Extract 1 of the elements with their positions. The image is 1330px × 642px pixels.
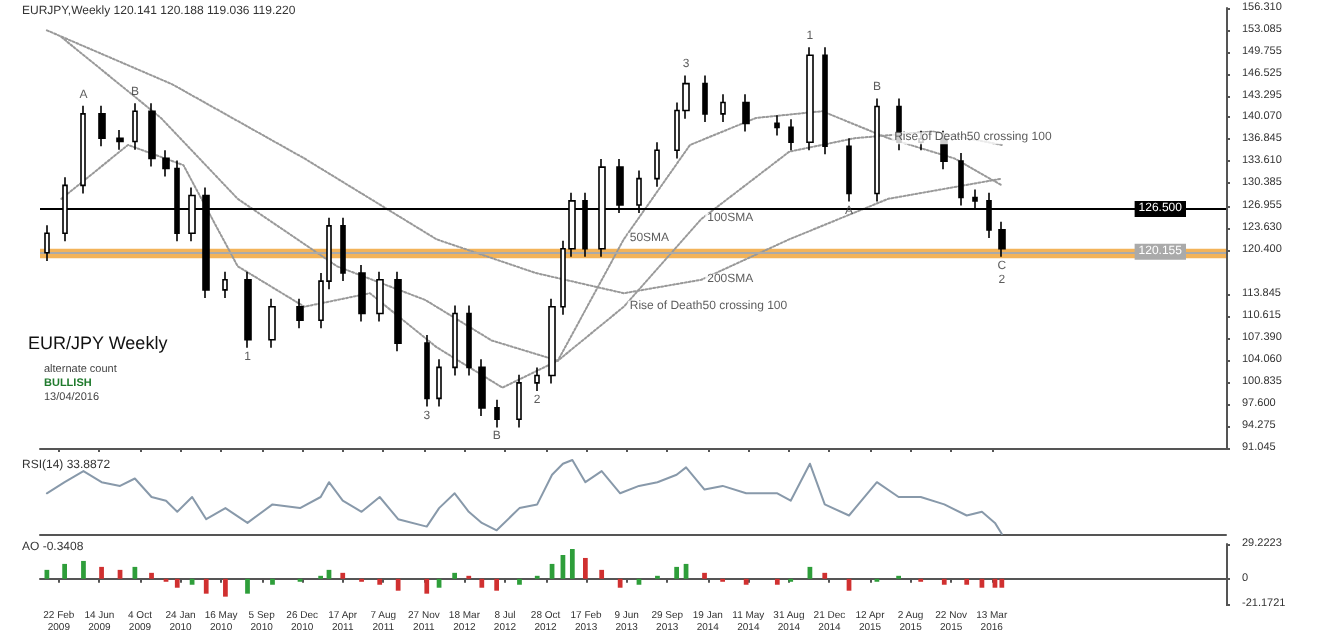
annotation: EUR/JPY Weekly (28, 333, 169, 353)
